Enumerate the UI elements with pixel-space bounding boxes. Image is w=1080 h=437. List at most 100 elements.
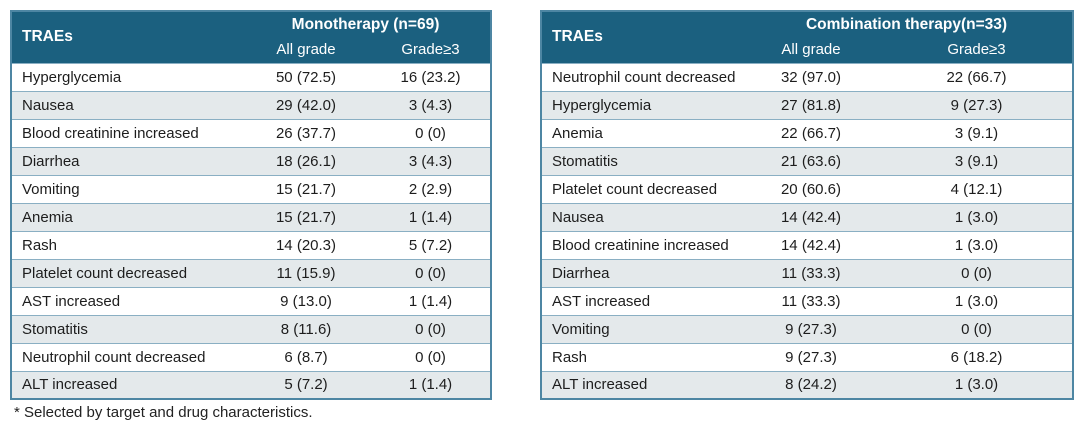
all-grade-cell: 6 (8.7) xyxy=(241,342,371,372)
all-grade-cell: 9 (13.0) xyxy=(241,286,371,316)
trae-name-cell: Platelet count decreased xyxy=(541,174,741,204)
all-grade-cell: 8 (11.6) xyxy=(241,314,371,344)
table-row: Vomiting 15 (21.7) 2 (2.9) xyxy=(11,174,492,204)
trae-name-cell: Vomiting xyxy=(541,314,741,344)
all-grade-cell: 9 (27.3) xyxy=(741,314,881,344)
grade3-cell: 6 (18.2) xyxy=(881,342,1073,372)
monotherapy-table: TRAEs Monotherapy (n=69) All grade Grade… xyxy=(10,10,493,400)
trae-name-cell: Hyperglycemia xyxy=(541,90,741,120)
table-row: Diarrhea 18 (26.1) 3 (4.3) xyxy=(11,146,492,176)
grade3-cell: 0 (0) xyxy=(881,314,1073,344)
traes-column-header: TRAEs xyxy=(541,11,741,63)
all-grade-cell: 20 (60.6) xyxy=(741,174,881,204)
grade3-cell: 1 (1.4) xyxy=(371,286,492,316)
all-grade-cell: 9 (27.3) xyxy=(741,342,881,372)
trae-name-cell: Diarrhea xyxy=(11,146,241,176)
all-grade-column-header: All grade xyxy=(741,37,881,63)
grade3-cell: 9 (27.3) xyxy=(881,90,1073,120)
all-grade-cell: 18 (26.1) xyxy=(241,146,371,176)
table-row: ALT increased 8 (24.2) 1 (3.0) xyxy=(541,370,1073,400)
trae-name-cell: Nausea xyxy=(11,90,241,120)
grade3-cell: 0 (0) xyxy=(371,314,492,344)
trae-name-cell: Rash xyxy=(11,230,241,260)
grade3-cell: 0 (0) xyxy=(371,342,492,372)
grade3-cell: 16 (23.2) xyxy=(371,62,492,92)
grade3-cell: 22 (66.7) xyxy=(881,62,1073,92)
all-grade-cell: 15 (21.7) xyxy=(241,174,371,204)
all-grade-cell: 29 (42.0) xyxy=(241,90,371,120)
traes-column-header: TRAEs xyxy=(11,11,241,63)
all-grade-cell: 11 (33.3) xyxy=(741,258,881,288)
table-row: Hyperglycemia 50 (72.5) 16 (23.2) xyxy=(11,62,492,92)
grade3-column-header: Grade≥3 xyxy=(881,37,1073,63)
all-grade-cell: 50 (72.5) xyxy=(241,62,371,92)
trae-name-cell: Neutrophil count decreased xyxy=(541,62,741,92)
table-row: Blood creatinine increased 14 (42.4) 1 (3.… xyxy=(541,230,1073,260)
table-row: Nausea 29 (42.0) 3 (4.3) xyxy=(11,90,492,120)
grade3-cell: 1 (3.0) xyxy=(881,286,1073,316)
combination-table-body: Neutrophil count decreased 32 (97.0) 22 (6… xyxy=(541,62,1073,400)
group-header-row: TRAEs Combination therapy(n=33) xyxy=(541,11,1073,63)
all-grade-cell: 14 (42.4) xyxy=(741,230,881,260)
grade3-cell: 3 (9.1) xyxy=(881,118,1073,148)
grade3-cell: 0 (0) xyxy=(881,258,1073,288)
grade3-cell: 5 (7.2) xyxy=(371,230,492,260)
combination-table-header: TRAEs Combination therapy(n=33) All grad… xyxy=(541,11,1073,63)
all-grade-cell: 14 (20.3) xyxy=(241,230,371,260)
trae-name-cell: Rash xyxy=(541,342,741,372)
grade3-cell: 0 (0) xyxy=(371,118,492,148)
trae-name-cell: Neutrophil count decreased xyxy=(11,342,241,372)
grade3-cell: 2 (2.9) xyxy=(371,174,492,204)
grade3-cell: 0 (0) xyxy=(371,258,492,288)
trae-name-cell: AST increased xyxy=(11,286,241,316)
table-row: Platelet count decreased 11 (15.9) 0 (0) xyxy=(11,258,492,288)
combination-therapy-table: TRAEs Combination therapy(n=33) All grad… xyxy=(540,10,1074,400)
grade3-cell: 1 (1.4) xyxy=(371,370,492,400)
all-grade-cell: 15 (21.7) xyxy=(241,202,371,232)
grade3-cell: 1 (3.0) xyxy=(881,202,1073,232)
all-grade-column-header: All grade xyxy=(241,37,371,63)
all-grade-cell: 22 (66.7) xyxy=(741,118,881,148)
all-grade-cell: 11 (33.3) xyxy=(741,286,881,316)
table-row: Hyperglycemia 27 (81.8) 9 (27.3) xyxy=(541,90,1073,120)
trae-name-cell: Blood creatinine increased xyxy=(11,118,241,148)
all-grade-cell: 32 (97.0) xyxy=(741,62,881,92)
trae-name-cell: ALT increased xyxy=(11,370,241,400)
trae-name-cell: Nausea xyxy=(541,202,741,232)
all-grade-cell: 11 (15.9) xyxy=(241,258,371,288)
combination-group-header: Combination therapy(n=33) xyxy=(741,11,1073,37)
table-row: AST increased 9 (13.0) 1 (1.4) xyxy=(11,286,492,316)
table-row: Vomiting 9 (27.3) 0 (0) xyxy=(541,314,1073,344)
grade3-cell: 3 (9.1) xyxy=(881,146,1073,176)
trae-name-cell: Platelet count decreased xyxy=(11,258,241,288)
all-grade-cell: 8 (24.2) xyxy=(741,370,881,400)
table-row: Nausea 14 (42.4) 1 (3.0) xyxy=(541,202,1073,232)
trae-name-cell: Stomatitis xyxy=(11,314,241,344)
trae-name-cell: Hyperglycemia xyxy=(11,62,241,92)
trae-name-cell: Blood creatinine increased xyxy=(541,230,741,260)
table-row: Platelet count decreased 20 (60.6) 4 (12.1… xyxy=(541,174,1073,204)
trae-name-cell: ALT increased xyxy=(541,370,741,400)
all-grade-cell: 26 (37.7) xyxy=(241,118,371,148)
group-header-row: TRAEs Monotherapy (n=69) xyxy=(11,11,492,63)
table-row: Neutrophil count decreased 6 (8.7) 0 (0) xyxy=(11,342,492,372)
monotherapy-group-header: Monotherapy (n=69) xyxy=(241,11,492,37)
grade3-cell: 1 (1.4) xyxy=(371,202,492,232)
monotherapy-table-body: Hyperglycemia 50 (72.5) 16 (23.2) Nausea 29 … xyxy=(11,62,492,400)
grade3-cell: 3 (4.3) xyxy=(371,90,492,120)
all-grade-cell: 27 (81.8) xyxy=(741,90,881,120)
trae-name-cell: Vomiting xyxy=(11,174,241,204)
grade3-cell: 1 (3.0) xyxy=(881,230,1073,260)
all-grade-cell: 5 (7.2) xyxy=(241,370,371,400)
table-row: Rash 9 (27.3) 6 (18.2) xyxy=(541,342,1073,372)
monotherapy-table-header: TRAEs Monotherapy (n=69) All grade Grade… xyxy=(11,11,492,63)
trae-name-cell: Anemia xyxy=(541,118,741,148)
trae-name-cell: Stomatitis xyxy=(541,146,741,176)
table-row: Neutrophil count decreased 32 (97.0) 22 (6… xyxy=(541,62,1073,92)
table-row: Stomatitis 8 (11.6) 0 (0) xyxy=(11,314,492,344)
table-row: Rash 14 (20.3) 5 (7.2) xyxy=(11,230,492,260)
sub-header-row: All grade Grade≥3 xyxy=(11,37,492,63)
table-row: AST increased 11 (33.3) 1 (3.0) xyxy=(541,286,1073,316)
table-row: Diarrhea 11 (33.3) 0 (0) xyxy=(541,258,1073,288)
